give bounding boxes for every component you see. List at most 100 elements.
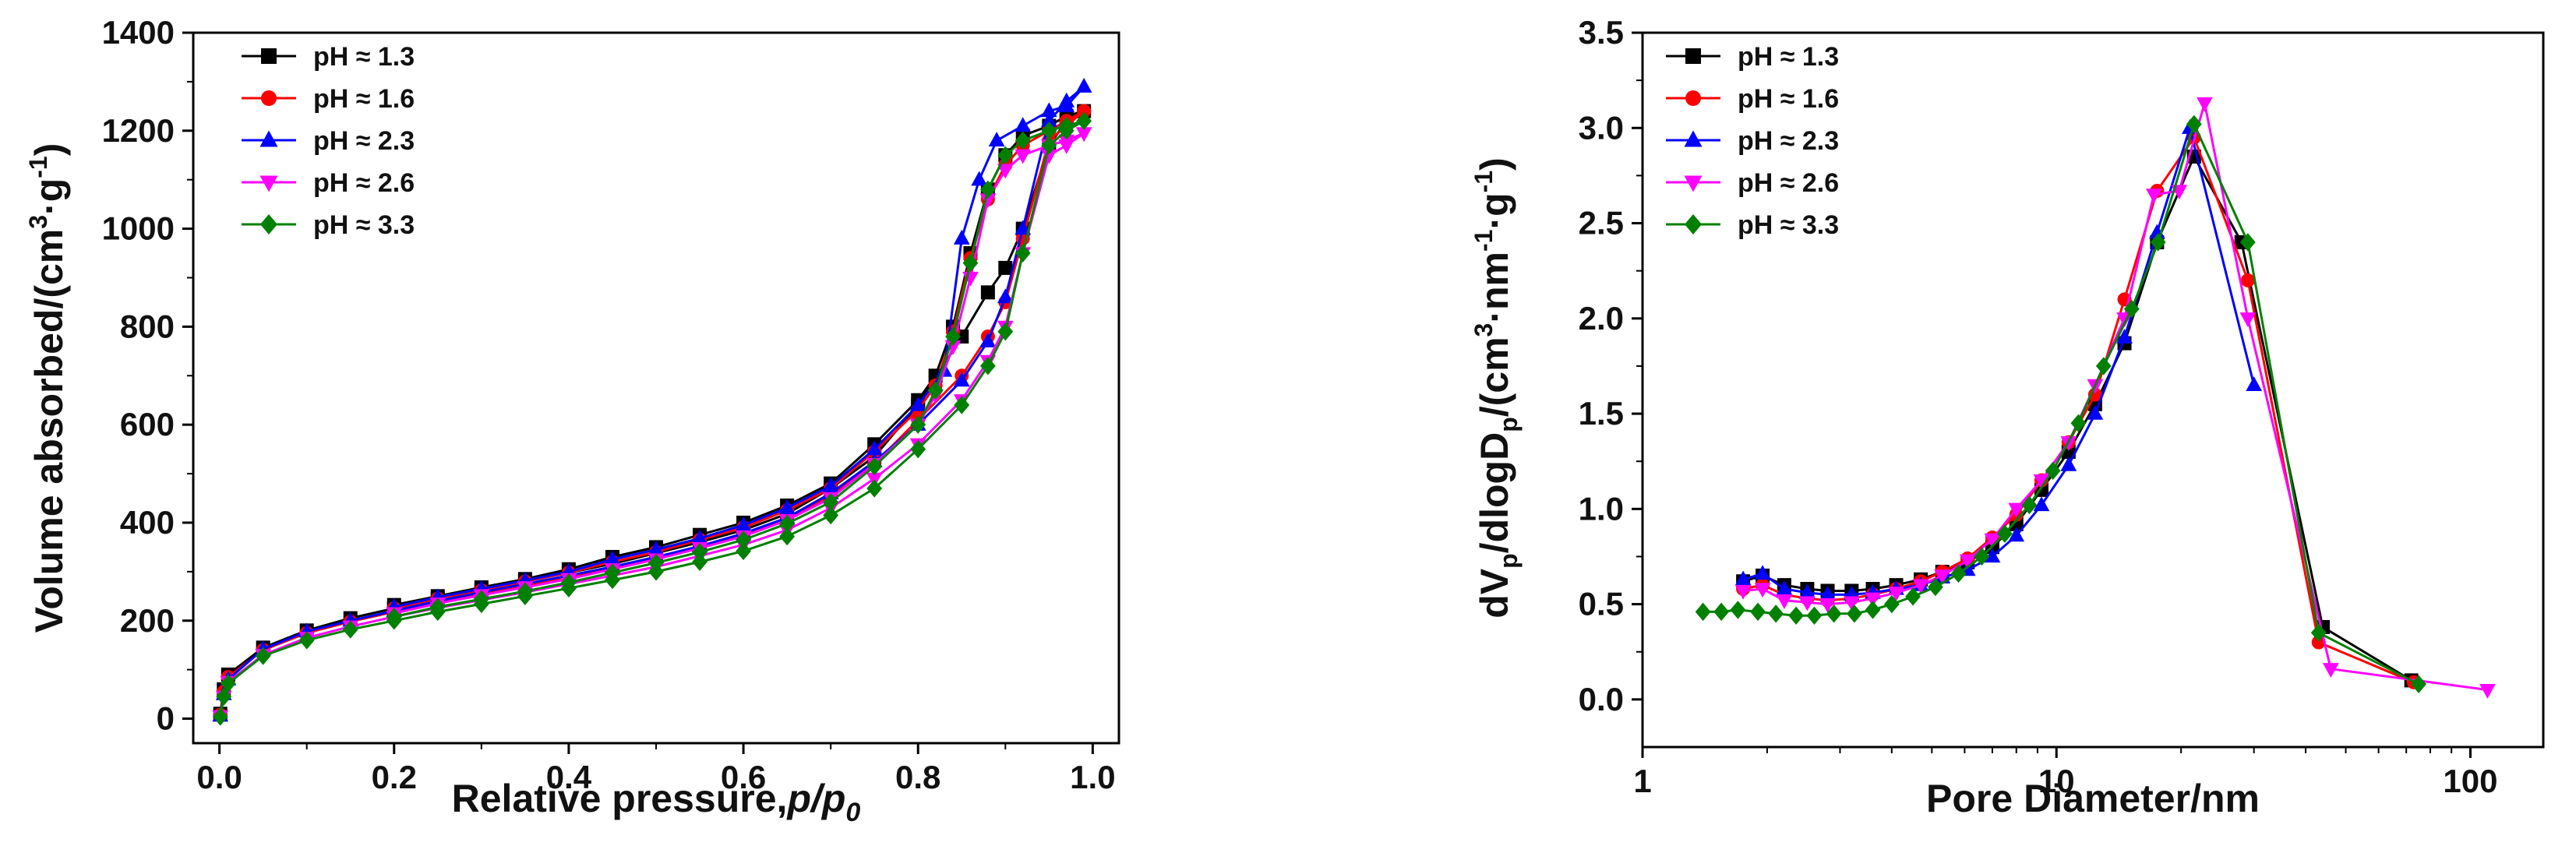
pore-data-point <box>2150 233 2166 252</box>
isotherm-legend: pH ≈ 1.3 pH ≈ 1.6 pH ≈ 2.3 pH ≈ 2.6 pH ≈ 3.3 <box>242 42 415 240</box>
isotherm-data-point <box>1041 136 1057 155</box>
isotherm-data-point <box>220 674 236 693</box>
pore-legend-marker <box>1685 214 1702 234</box>
isotherm-data-point <box>691 529 708 545</box>
isotherm-data-point <box>605 563 620 582</box>
pore-series-3 <box>1734 97 2496 699</box>
isotherm-xlabel-sub: 0 <box>845 798 860 827</box>
pore-legend-item: pH ≈ 2.6 <box>1666 168 1839 198</box>
isotherm-data-point <box>779 527 796 546</box>
pore-ylabel-sub2: p <box>1494 417 1523 432</box>
pore-data-point <box>1776 580 1793 595</box>
isotherm-data-point <box>735 516 752 531</box>
isotherm-data-point <box>1058 134 1075 150</box>
pore-data-point <box>2116 329 2133 344</box>
isotherm-data-point <box>822 477 839 492</box>
isotherm-data-point <box>945 327 961 346</box>
pore-data-point <box>1713 602 1730 622</box>
pore-plot-frame <box>1641 31 2545 749</box>
pore-data-point <box>1806 606 1823 625</box>
pore-legend-marker <box>1685 48 1701 64</box>
isotherm-series-4 <box>212 111 1092 726</box>
isotherm-data-point <box>1041 122 1057 140</box>
isotherm-data-point <box>216 687 232 706</box>
isotherm-data-point <box>1040 102 1057 118</box>
isotherm-data-point <box>823 506 839 525</box>
isotherm-data-point <box>866 479 883 498</box>
pore-data-point <box>2311 635 2326 650</box>
pore-data-point <box>1959 554 1976 569</box>
isotherm-x-tick-label: 0.0 <box>196 759 242 795</box>
isotherm-legend-label: pH ≈ 1.3 <box>313 42 415 72</box>
pore-data-point <box>2008 527 2025 542</box>
pore-legend-marker <box>1685 90 1701 106</box>
isotherm-data-point <box>1015 244 1031 263</box>
isotherm-legend-marker <box>259 175 278 192</box>
pore-y-tick-label: 0.0 <box>1579 681 1624 717</box>
isotherm-chart: 0.0 0.2 0.4 0.6 0.8 1.0 0 200 400 600 800 1000 1200 1… <box>24 14 1120 827</box>
isotherm-x-tick-label: 0.4 <box>546 759 592 795</box>
pore-data-point <box>1843 596 1860 612</box>
isotherm-data-point <box>1058 116 1075 136</box>
isotherm-x-tick-label: 0.8 <box>895 759 940 795</box>
pore-legend-label: pH ≈ 1.6 <box>1738 84 1839 114</box>
pore-y-tick-label: 1.5 <box>1579 395 1624 432</box>
pore-data-point <box>1819 597 1836 613</box>
pore-series-4 <box>1695 115 2426 694</box>
pore-data-point <box>1754 565 1771 580</box>
pore-data-point <box>2239 233 2256 252</box>
pore-legend: pH ≈ 1.3 pH ≈ 1.6 pH ≈ 2.3 pH ≈ 2.6 pH ≈ 3.3 <box>1666 42 1839 240</box>
isotherm-data-point <box>910 415 926 434</box>
isotherm-data-point <box>1015 117 1032 132</box>
pore-data-point <box>2479 683 2496 699</box>
isotherm-legend-label: pH ≈ 2.6 <box>313 168 415 198</box>
pore-legend-item: pH ≈ 1.3 <box>1666 42 1839 72</box>
pore-legend-item: pH ≈ 1.6 <box>1666 84 1839 114</box>
isotherm-x-tick-label: 0.2 <box>372 759 417 795</box>
pore-legend-label: pH ≈ 1.3 <box>1738 42 1839 72</box>
pore-ylabel-mid: /dlogD <box>1473 432 1516 554</box>
isotherm-x-tick-label: 1.0 <box>1070 759 1115 795</box>
pore-ylabel-sub1: p <box>1494 553 1523 569</box>
pore-y-tick-label: 1.0 <box>1579 490 1624 527</box>
pore-data-point <box>1984 533 2001 548</box>
pore-ylabel-prefix: dV <box>1473 568 1516 619</box>
pore-legend-marker <box>1684 175 1703 192</box>
isotherm-data-point <box>1076 111 1092 130</box>
isotherm-data-point <box>971 171 988 186</box>
isotherm-y-tick-label: 1200 <box>102 112 175 149</box>
pore-legend-item: pH ≈ 3.3 <box>1666 210 1839 240</box>
pore-data-point <box>2186 115 2202 134</box>
pore-data-point <box>1734 570 1752 586</box>
isotherm-y-tick-label: 400 <box>120 504 175 541</box>
pore-data-point <box>1776 594 1793 609</box>
pore-ylabel-mid4: ·g <box>1473 192 1516 229</box>
pore-x-axis-title: Pore Diameter/nm <box>1926 777 2260 820</box>
isotherm-data-point <box>1040 149 1057 164</box>
isotherm-data-point <box>997 164 1014 179</box>
isotherm-axis-ticks: 0.0 0.2 0.4 0.6 0.8 1.0 0 200 400 600 800 1000 1200 1… <box>102 14 1116 795</box>
pore-data-point <box>2021 495 2038 515</box>
isotherm-data-point <box>648 553 664 573</box>
isotherm-legend-label: pH ≈ 2.3 <box>313 126 415 156</box>
pore-data-point <box>2310 623 2327 642</box>
isotherm-data-point <box>1058 97 1075 112</box>
isotherm-legend-label: pH ≈ 3.3 <box>313 210 415 240</box>
pore-data-point <box>2246 376 2263 392</box>
isotherm-data-point <box>953 229 970 245</box>
pore-data-point <box>1788 606 1805 625</box>
pore-legend-label: pH ≈ 2.6 <box>1738 168 1839 198</box>
pore-x-tick-label: 100 <box>2443 763 2497 799</box>
pore-data-point <box>1996 524 2013 543</box>
isotherm-legend-marker <box>261 48 277 64</box>
isotherm-data-point <box>866 456 883 476</box>
isotherm-y-tick-label: 1000 <box>102 210 175 247</box>
pore-data-point <box>1905 587 1921 606</box>
isotherm-legend-item: pH ≈ 3.3 <box>242 210 415 240</box>
isotherm-data-point <box>1075 77 1092 93</box>
pore-data-point <box>1927 577 1943 597</box>
pore-data-point <box>2060 456 2077 471</box>
isotherm-data-point <box>962 253 979 273</box>
isotherm-x-tick-label: 0.6 <box>721 759 766 795</box>
